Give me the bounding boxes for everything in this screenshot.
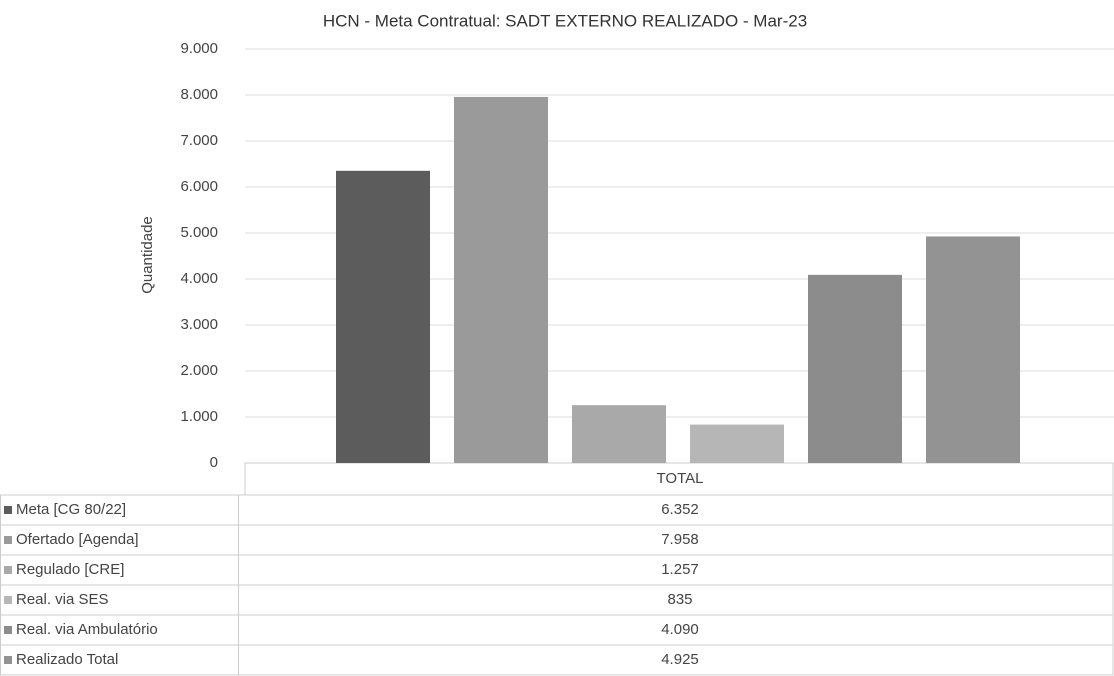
y-tick-label: 1.000 <box>180 408 218 425</box>
table-value: 7.958 <box>661 531 699 548</box>
x-tick-label: TOTAL <box>657 470 704 487</box>
y-tick-label: 9.000 <box>180 40 218 57</box>
legend-swatch <box>4 506 12 514</box>
bar <box>572 405 666 463</box>
legend-swatch <box>4 536 12 544</box>
y-tick-label: 8.000 <box>180 86 218 103</box>
bar <box>926 236 1020 463</box>
bar <box>336 170 430 464</box>
bar <box>454 96 548 463</box>
y-axis-label: Quantidade <box>139 216 156 294</box>
table-value: 1.257 <box>661 561 699 578</box>
legend-label: Real. via SES <box>16 591 109 608</box>
legend-label: Regulado [CRE] <box>16 561 124 578</box>
table-value: 835 <box>667 591 692 608</box>
y-tick-label: 3.000 <box>180 316 218 333</box>
y-tick-label: 6.000 <box>180 178 218 195</box>
legend-label: Realizado Total <box>16 651 118 668</box>
legend-label: Ofertado [Agenda] <box>16 531 139 548</box>
y-tick-label: 4.000 <box>180 270 218 287</box>
legend-label: Real. via Ambulatório <box>16 621 158 638</box>
bar <box>690 424 784 463</box>
chart-title: HCN - Meta Contratual: SADT EXTERNO REAL… <box>323 11 807 30</box>
table-value: 4.925 <box>661 651 699 668</box>
y-tick-label: 0 <box>210 454 218 471</box>
legend-swatch <box>4 566 12 574</box>
table-cell <box>238 644 1114 676</box>
table-value: 4.090 <box>661 621 699 638</box>
bar <box>808 274 902 463</box>
legend-swatch <box>4 626 12 634</box>
y-tick-label: 2.000 <box>180 362 218 379</box>
legend-swatch <box>4 596 12 604</box>
legend-swatch <box>4 656 12 664</box>
table-value: 6.352 <box>661 501 699 518</box>
legend-label: Meta [CG 80/22] <box>16 501 126 518</box>
y-tick-label: 7.000 <box>180 132 218 149</box>
y-tick-label: 5.000 <box>180 224 218 241</box>
